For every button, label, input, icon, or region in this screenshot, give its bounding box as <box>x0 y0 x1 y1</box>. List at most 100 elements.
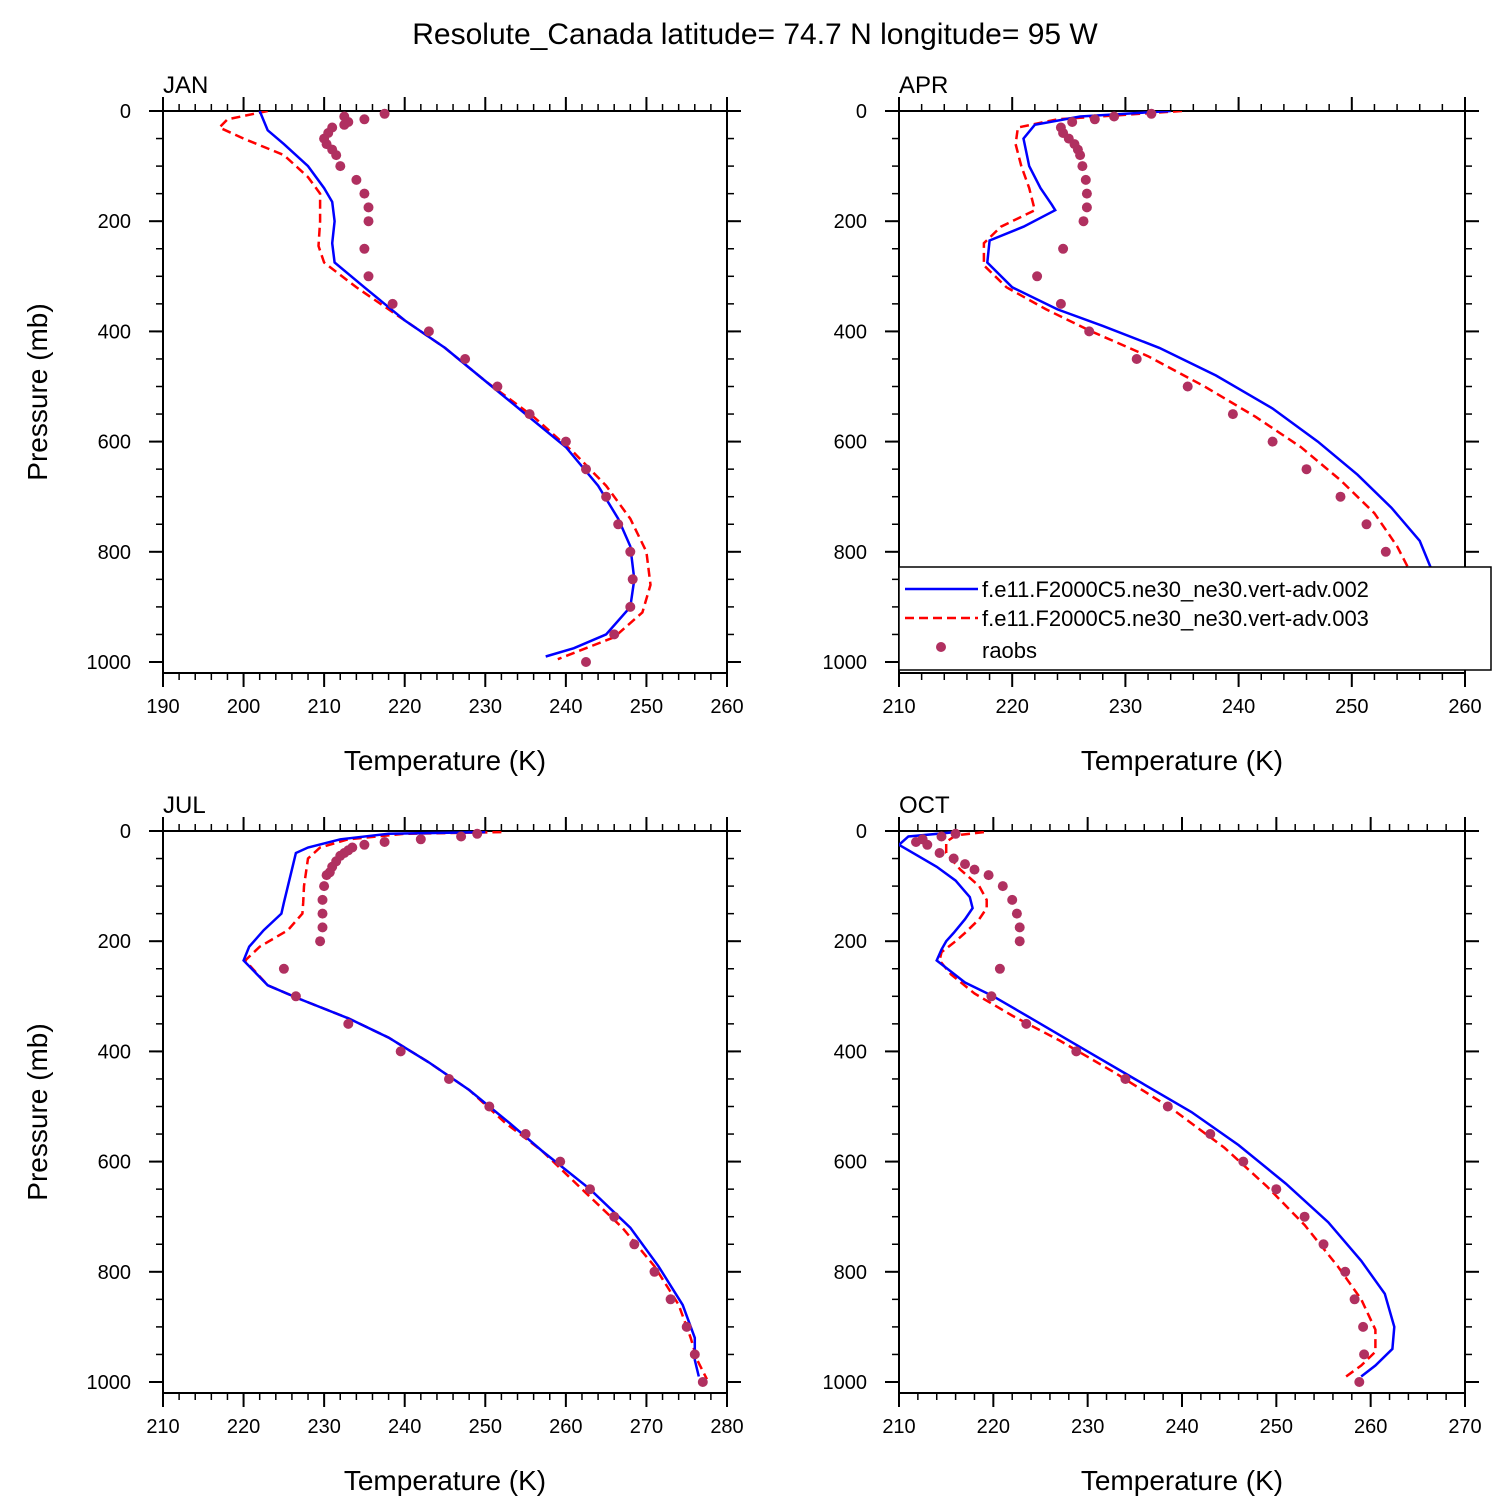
raobs-point <box>697 1377 708 1387</box>
panels: JAN 190 200 210 220 230 240 250 260 0 200 400 600 800… <box>22 72 1482 1496</box>
legend-label: f.e11.F2000C5.ne30_ne30.vert-adv.002 <box>982 577 1369 602</box>
x-tick-label: 200 <box>227 696 260 718</box>
raobs-point <box>1078 216 1089 227</box>
raobs-point <box>1089 114 1100 125</box>
raobs-point <box>581 464 591 475</box>
y-tick-label: 600 <box>98 432 131 454</box>
raobs-point <box>601 491 612 502</box>
raobs-point <box>1205 1129 1216 1139</box>
x-tick-label: 220 <box>996 696 1029 718</box>
x-tick-label: 260 <box>710 696 743 718</box>
raobs-point <box>1075 150 1086 161</box>
x-axis-label: Temperature (K) <box>344 745 546 776</box>
x-tick-label: 250 <box>1335 696 1368 718</box>
raobs-point <box>1271 1184 1282 1195</box>
x-tick-label: 240 <box>388 1416 421 1438</box>
series-line-002 <box>899 831 1396 1378</box>
raobs-point <box>911 837 921 847</box>
raobs-point <box>387 298 398 309</box>
raobs-point <box>363 202 374 213</box>
raobs-point <box>359 188 370 199</box>
raobs-point <box>1109 111 1120 122</box>
raobs-point <box>343 1018 354 1029</box>
panel-title: OCT <box>899 792 950 819</box>
legend-label: f.e11.F2000C5.ne30_ne30.vert-adv.003 <box>982 606 1369 631</box>
raobs-point <box>627 574 638 585</box>
x-tick-label: 260 <box>1448 696 1481 718</box>
raobs-point <box>359 114 370 125</box>
raobs-point <box>950 828 961 839</box>
y-tick-label: 400 <box>834 321 867 343</box>
x-tick-label: 250 <box>630 696 663 718</box>
raobs-point <box>1380 546 1391 557</box>
y-tick-label: 200 <box>98 211 131 233</box>
y-tick-label: 800 <box>834 1262 867 1284</box>
raobs-point <box>317 894 328 905</box>
raobs-point <box>415 834 426 845</box>
raobs-point <box>1146 108 1157 119</box>
raobs-point <box>1007 894 1018 905</box>
raobs-point <box>625 601 636 612</box>
raobs-point <box>1081 188 1092 199</box>
y-tick-label: 800 <box>98 1262 131 1284</box>
legend-swatch-raobs <box>936 642 946 652</box>
raobs-point <box>665 1294 676 1305</box>
plot-frame <box>162 110 728 674</box>
y-tick-label: 0 <box>120 101 131 123</box>
raobs-point <box>609 1211 620 1222</box>
raobs-point <box>1162 1101 1173 1112</box>
y-tick-label: 0 <box>856 821 867 843</box>
raobs-point <box>290 991 301 1002</box>
raobs-point <box>560 436 571 447</box>
y-tick-label: 200 <box>834 211 867 233</box>
y-tick-label: 1000 <box>87 652 132 674</box>
raobs-point <box>484 1101 495 1112</box>
raobs-point <box>994 963 1005 974</box>
y-tick-label: 600 <box>834 1152 867 1174</box>
raobs-point <box>997 881 1008 892</box>
raobs-point <box>359 243 370 254</box>
series-line-003 <box>982 111 1419 655</box>
raobs-point <box>681 1321 692 1332</box>
raobs-point <box>363 216 374 227</box>
raobs-point <box>524 409 535 420</box>
x-tick-label: 260 <box>1354 1416 1387 1438</box>
raobs-point <box>359 839 370 850</box>
raobs-point <box>689 1349 700 1360</box>
raobs-point <box>395 1046 406 1057</box>
raobs-point <box>1349 1294 1360 1305</box>
y-tick-label: 1000 <box>87 1372 132 1394</box>
raobs-point <box>1227 409 1238 420</box>
raobs-point <box>315 936 326 947</box>
y-tick-label: 400 <box>98 1041 131 1063</box>
raobs-point <box>1301 464 1312 475</box>
panel-title: APR <box>899 72 948 99</box>
raobs-point <box>1081 202 1092 213</box>
raobs-point <box>1131 354 1142 364</box>
y-axis-label: Pressure (mb) <box>22 303 53 480</box>
raobs-point <box>1359 1349 1370 1360</box>
raobs-point <box>472 828 483 839</box>
raobs-point <box>339 119 350 130</box>
series-line-002 <box>242 831 701 1377</box>
y-tick-label: 1000 <box>823 652 868 674</box>
x-tick-label: 210 <box>882 696 915 718</box>
x-tick-label: 240 <box>1222 696 1255 718</box>
raobs-point <box>1014 936 1025 947</box>
raobs-point <box>520 1129 531 1139</box>
raobs-point <box>317 922 328 933</box>
x-tick-label: 230 <box>1109 696 1142 718</box>
raobs-point <box>1080 174 1091 185</box>
raobs-point <box>460 354 471 364</box>
raobs-point <box>1340 1266 1351 1277</box>
x-tick-label: 230 <box>307 1416 340 1438</box>
y-tick-label: 200 <box>834 931 867 953</box>
x-tick-label: 250 <box>469 1416 502 1438</box>
raobs-point <box>379 108 390 119</box>
raobs-point <box>444 1074 454 1084</box>
raobs-point <box>1011 908 1022 919</box>
raobs-point <box>1358 1321 1369 1332</box>
figure-title: Resolute_Canada latitude= 74.7 N longitu… <box>412 18 1098 51</box>
x-tick-label: 230 <box>1071 1416 1104 1438</box>
